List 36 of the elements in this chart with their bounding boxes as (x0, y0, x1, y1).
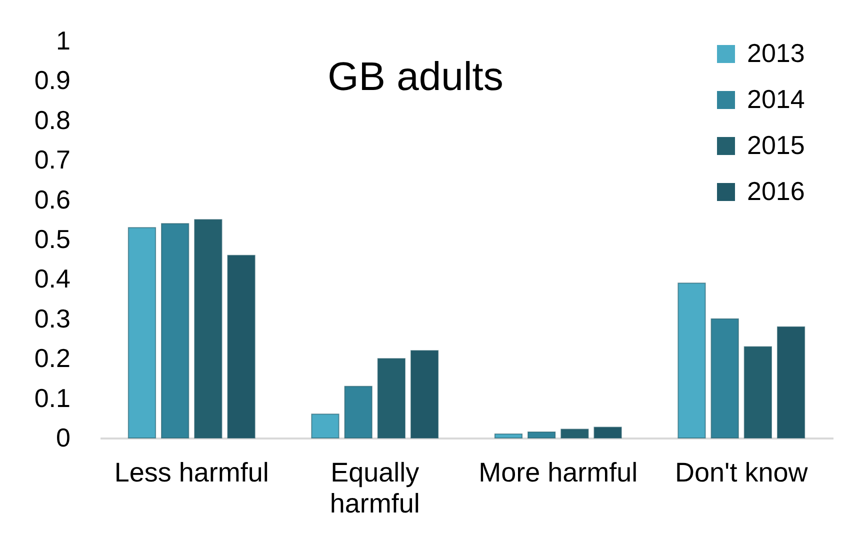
y-tick-label: 0.2 (34, 343, 70, 374)
x-tick-label: More harmful (478, 458, 638, 488)
legend-label: 2015 (747, 130, 805, 160)
y-tick-label: 0.8 (34, 104, 70, 135)
bar (494, 434, 523, 438)
y-tick-label: 0.7 (34, 144, 70, 175)
chart-title: GB adults (328, 55, 504, 99)
bar (776, 326, 806, 438)
bar (710, 318, 739, 438)
y-tick-label: 0.4 (34, 264, 70, 294)
legend-label: 2013 (747, 38, 805, 68)
x-tick-label: Equally harmful (330, 458, 420, 518)
bar (560, 428, 589, 438)
bar (744, 346, 772, 438)
y-tick-label: 0.6 (34, 184, 70, 214)
y-tick-label: 0.9 (34, 65, 70, 96)
y-tick-label: 0 (56, 422, 70, 452)
legend-label: 2016 (747, 176, 805, 206)
bar (227, 254, 256, 438)
bar (311, 414, 340, 438)
bar (377, 358, 406, 438)
x-tick-label: Don't know (675, 458, 808, 488)
y-tick-label: 1 (56, 26, 70, 56)
bar (528, 432, 556, 438)
bar (678, 282, 706, 438)
bar (344, 386, 372, 438)
bar (128, 227, 156, 438)
bar (594, 426, 622, 438)
bar (410, 350, 439, 438)
y-tick-label: 0.5 (34, 224, 70, 254)
x-tick-label: Less harmful (114, 458, 269, 488)
y-tick-label: 0.1 (34, 382, 70, 413)
legend-label: 2014 (747, 84, 805, 114)
bar (194, 219, 222, 438)
bar (161, 223, 190, 438)
y-tick-label: 0.3 (34, 303, 70, 334)
